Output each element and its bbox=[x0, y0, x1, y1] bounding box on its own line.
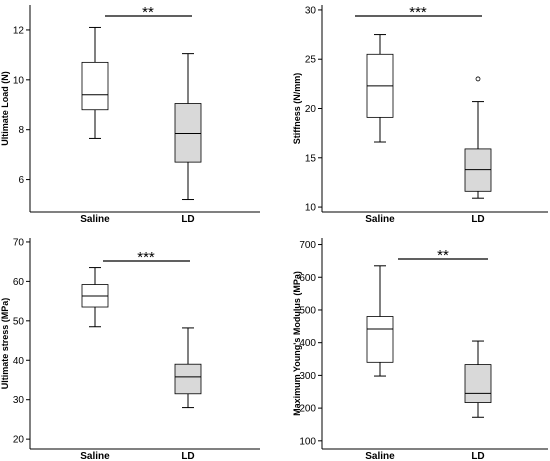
chart-panel-4: 100 200 300 400 500 600 700 Maximum Young's Mod… bbox=[292, 238, 548, 461]
y-tick-label: 10 bbox=[13, 75, 25, 86]
chart-panel-1: 6 8 10 12 Ultimate Load (N) Saline LD ** bbox=[0, 4, 260, 225]
box-ld bbox=[174, 327, 202, 409]
box-ld bbox=[464, 76, 492, 199]
category-label: Saline bbox=[365, 214, 395, 225]
y-axis-label: Ultimate Load (N) bbox=[0, 71, 10, 146]
y-tick-label: 50 bbox=[13, 316, 25, 327]
y-tick-label: 100 bbox=[299, 436, 316, 447]
category-label: Saline bbox=[365, 451, 395, 461]
interquartile-box bbox=[174, 363, 202, 395]
y-tick-label: 30 bbox=[305, 5, 317, 16]
y-tick-label: 10 bbox=[305, 203, 317, 214]
y-tick-label: 400 bbox=[299, 338, 316, 349]
y-tick-label: 30 bbox=[13, 395, 25, 406]
significance-stars: ** bbox=[142, 4, 154, 21]
y-tick-label: 12 bbox=[13, 25, 25, 36]
y-tick-label: 200 bbox=[299, 404, 316, 415]
y-tick-label: 70 bbox=[13, 237, 25, 248]
y-tick-label: 6 bbox=[18, 175, 24, 186]
chart-panel-3: 20 30 40 50 60 70 Ultimate stress (MPa) Saline L… bbox=[0, 237, 260, 461]
y-axis-label: Maximum Young's Modulus (MPa) bbox=[292, 271, 302, 416]
y-tick-label: 40 bbox=[13, 356, 25, 367]
category-label: LD bbox=[181, 451, 194, 461]
box-saline bbox=[366, 34, 394, 143]
y-tick-label: 500 bbox=[299, 305, 316, 316]
category-label: Saline bbox=[80, 214, 110, 225]
y-tick-label: 600 bbox=[299, 273, 316, 284]
y-axis-label: Ultimate stress (MPa) bbox=[0, 298, 10, 390]
significance-stars: *** bbox=[409, 4, 427, 21]
category-label: LD bbox=[471, 214, 484, 225]
y-tick-label: 60 bbox=[13, 277, 25, 288]
interquartile-box bbox=[174, 103, 202, 163]
box-ld bbox=[464, 340, 492, 418]
y-tick-label: 8 bbox=[18, 125, 24, 136]
y-axis-label: Stiffness (N/mm) bbox=[292, 73, 302, 145]
y-tick-label: 20 bbox=[305, 104, 317, 115]
category-label: LD bbox=[471, 451, 484, 461]
box-ld bbox=[174, 53, 202, 201]
interquartile-box bbox=[464, 364, 492, 403]
significance-stars: ** bbox=[437, 247, 449, 264]
y-tick-label: 15 bbox=[305, 153, 317, 164]
outlier-point bbox=[475, 76, 481, 82]
category-label: LD bbox=[181, 214, 194, 225]
box-saline bbox=[81, 26, 109, 139]
interquartile-box bbox=[366, 316, 394, 363]
box-saline bbox=[366, 265, 394, 377]
y-tick-label: 300 bbox=[299, 371, 316, 382]
interquartile-box bbox=[81, 61, 109, 111]
box-saline bbox=[81, 267, 109, 328]
y-tick-label: 25 bbox=[305, 55, 317, 66]
y-tick-label: 20 bbox=[13, 435, 25, 446]
category-label: Saline bbox=[80, 451, 110, 461]
significance-stars: *** bbox=[137, 249, 155, 266]
chart-panel-2: 10 15 20 25 30 Stiffness (N/mm) Saline LD *** bbox=[292, 4, 548, 225]
y-tick-label: 700 bbox=[299, 240, 316, 251]
